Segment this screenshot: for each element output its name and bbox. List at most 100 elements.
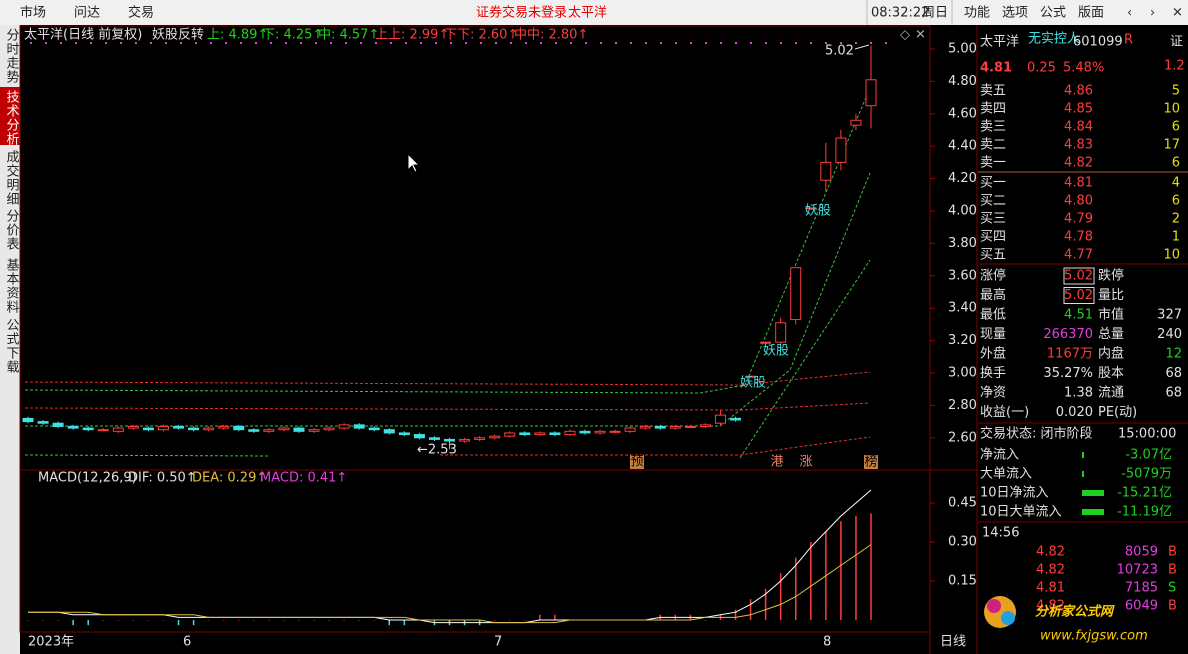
chart-area [20,25,978,654]
dot [495,42,497,44]
stock-code: 601099 [1073,35,1123,50]
stat-value: 240 [1157,327,1182,342]
stat-value: 0.020 [1056,405,1093,420]
flow-label: 净流入 [980,448,1019,463]
dot [255,42,257,44]
candle-body [835,137,847,163]
close-button[interactable]: ✕ [1172,6,1183,21]
back-button[interactable]: ‹ [1127,6,1132,21]
candle-body [82,427,94,431]
macd-bar [373,620,375,621]
dot [75,42,77,44]
indicator-param: 中: 4.57↑ [318,28,379,43]
candle-body [278,427,290,431]
channel-line [24,87,871,394]
dot [825,42,827,44]
y-tick-label: 3.80 [948,236,977,251]
ask-price: 4.82 [1064,156,1093,171]
stat-label: 收益(一) [980,405,1029,420]
ask-label: 卖三 [980,120,1006,135]
dea-line [28,544,872,624]
sidebar-tab[interactable]: 分价表 [4,209,20,251]
macd-title: MACD(12,26,9) [38,471,137,486]
dot [330,42,332,44]
bid-price: 4.80 [1064,194,1093,209]
candle-body [338,424,350,429]
dot [615,42,617,44]
period[interactable]: 日线 [940,635,966,650]
flow-bar [1082,471,1084,477]
macd-bar [162,620,165,621]
indicator-param: 下: 4.25↑ [262,28,323,43]
dot [420,42,422,44]
menu-item[interactable]: 功能 [964,6,990,21]
channel-line [24,371,871,386]
dot [660,42,662,44]
macd-bar [102,620,105,621]
candle-body [714,414,726,424]
dif-line [28,489,872,624]
macd-bar [403,620,406,626]
candle-body [413,434,425,439]
active-tab [0,87,20,145]
indicator-param: 上上: 2.99↑ [375,28,449,43]
tag-bg [630,455,644,469]
sidebar-tab[interactable]: 公式下载 [4,318,20,374]
stat-label: 现量 [980,327,1006,342]
candle-body [850,119,862,126]
y-tick-label: 3.60 [948,268,977,283]
tick-price: 4.82 [1036,545,1065,560]
forward-button[interactable]: › [1150,6,1155,21]
menu-item[interactable]: 交易 [128,5,154,21]
macd-bar [388,620,391,626]
y-tick-label: 4.80 [948,74,977,89]
flow-value: -3.07亿 [1125,448,1172,463]
menu-item[interactable]: 版面 [1078,6,1104,21]
stock-name: 太平洋 [980,35,1019,50]
macd-bar [238,620,240,621]
sidebar-tab[interactable]: 成交明细 [4,150,20,206]
candle-body [624,427,636,432]
stat-label: PE(动) [1098,405,1137,420]
flow-label: 大单流入 [980,467,1032,482]
stat-label: 换手 [980,366,1006,381]
menu-item[interactable]: 选项 [1002,6,1028,21]
bid-price: 4.79 [1064,212,1093,227]
candle-body [760,341,772,344]
menu-item[interactable]: 公式 [1040,6,1066,21]
macd-bar [779,573,782,620]
tick-side: B [1168,563,1177,578]
tag: 榜 [864,454,877,470]
macd-bar [42,620,44,621]
menu-item[interactable]: 市场 [20,5,46,21]
dot [300,42,302,44]
sidebar-tab[interactable]: 技术分析 [4,90,20,146]
notice: 证券交易未登录 [476,5,567,21]
dot [315,42,317,44]
dot [210,42,212,44]
y-tick-label: 4.00 [948,204,977,219]
candle-body [564,430,576,436]
macd-bar [222,620,225,621]
menu-item[interactable]: 问达 [74,6,100,21]
macd-bar [298,620,300,621]
flow-label: 10日大单流入 [980,505,1062,520]
stat-label: 涨停 [980,268,1006,284]
icon[interactable]: ✕ [915,28,926,43]
box [1063,287,1095,304]
tag-bg [770,455,784,469]
stat-value: 1167万 [1047,347,1093,362]
candle-body [67,425,79,429]
sidebar-tab[interactable]: 分时走势 [4,28,20,84]
signal-label: 妖股 [805,204,831,219]
candle-body [248,429,260,432]
bid-label: 买三 [980,212,1006,227]
cut-label: 证 [1170,35,1183,50]
icon[interactable]: ◇ [900,28,910,43]
candle-body [37,421,49,424]
high-label: 5.02 [825,44,854,59]
dot [165,42,167,44]
y-tick-label: 5.00 [948,42,977,57]
sidebar-tab[interactable]: 基本资料 [4,258,20,314]
